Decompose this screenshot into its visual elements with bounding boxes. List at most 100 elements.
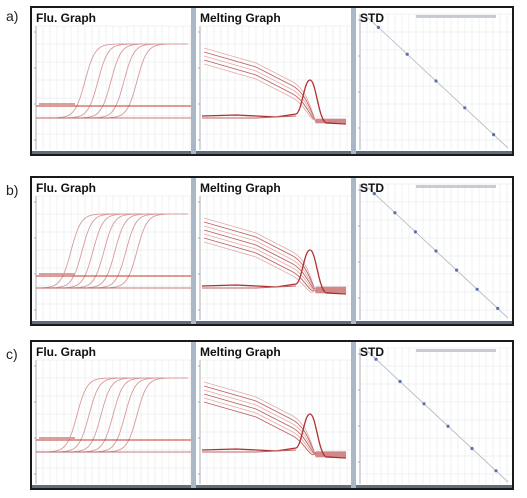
amplification-curve — [36, 213, 188, 289]
amplification-curve — [36, 43, 188, 119]
flu-graph-plot — [34, 195, 191, 320]
melt-curve — [203, 225, 346, 292]
threshold-label — [39, 273, 75, 275]
std-panel: STD — [356, 342, 512, 488]
flu-graph-panel: Flu. Graph — [32, 178, 191, 324]
std-plot — [358, 183, 512, 320]
axis-bar — [196, 151, 351, 154]
standard-point — [405, 52, 409, 56]
axis-bar — [356, 485, 512, 488]
standard-point — [376, 25, 380, 29]
flu-graph-plot — [34, 25, 191, 150]
melt-curve — [203, 59, 346, 121]
figure-row-c: Flu. Graph Melting Graph STD — [30, 340, 514, 490]
amplification-curve — [36, 213, 188, 289]
panel-title: Flu. Graph — [36, 181, 96, 195]
amplification-curve — [36, 43, 188, 119]
std-panel: STD — [356, 178, 512, 324]
panel-title: STD — [360, 345, 384, 359]
panel-separator — [191, 8, 196, 154]
panel-separator — [351, 342, 356, 488]
melting-graph-panel: Melting Graph — [196, 342, 351, 488]
panel-title: STD — [360, 181, 384, 195]
melt-curve — [203, 393, 346, 455]
melting-graph-plot — [198, 195, 351, 320]
standard-point — [434, 79, 438, 83]
standard-point — [422, 402, 426, 406]
melt-baseline-curve — [202, 115, 297, 119]
equation-label — [416, 349, 496, 352]
standard-point — [470, 446, 474, 451]
panel-separator — [351, 8, 356, 154]
axis-bar — [196, 485, 351, 488]
melting-graph-plot — [198, 359, 351, 484]
standard-point — [494, 469, 498, 473]
row-label-b: b) — [6, 182, 19, 198]
amplification-curve — [36, 377, 188, 453]
melt-derivative-curve — [201, 249, 347, 295]
melt-curve — [203, 217, 346, 294]
equation-label — [416, 15, 496, 18]
standard-point — [374, 357, 378, 361]
axis-bar — [196, 321, 351, 324]
amplification-curve — [36, 213, 188, 289]
row-label-c: c) — [6, 346, 18, 362]
panel-separator — [351, 178, 356, 324]
amplification-curve — [36, 213, 188, 289]
axis-bar — [32, 321, 191, 324]
panel-title: Melting Graph — [200, 345, 281, 359]
axis-bar — [32, 151, 191, 154]
melting-graph-panel: Melting Graph — [196, 8, 351, 154]
melt-curve — [203, 63, 346, 121]
standard-point — [455, 268, 459, 272]
equation-label — [416, 185, 496, 188]
axis-bar — [356, 151, 512, 154]
figure-row-a: Flu. Graph Melting Graph STD — [30, 6, 514, 156]
std-plot — [358, 347, 512, 484]
standard-point — [372, 192, 376, 196]
amplification-curve — [36, 43, 188, 119]
melt-derivative-curve — [201, 79, 347, 125]
melting-graph-panel: Melting Graph — [196, 178, 351, 324]
standard-fit-line — [363, 347, 509, 483]
melt-curve — [203, 241, 346, 293]
panel-title: Melting Graph — [200, 181, 281, 195]
amplification-curve — [36, 213, 188, 289]
standard-point — [446, 424, 450, 428]
row-label-a: a) — [6, 8, 19, 24]
amplification-curve — [36, 377, 188, 453]
melting-graph-plot — [198, 25, 351, 150]
melt-curve — [203, 237, 346, 291]
figure-row-b: Flu. Graph Melting Graph STD — [30, 176, 514, 326]
melt-curve — [203, 401, 346, 455]
standard-point — [413, 230, 417, 234]
amplification-curve — [36, 213, 188, 289]
axis-bar — [32, 485, 191, 488]
melt-derivative-curve — [201, 413, 347, 459]
std-plot — [358, 13, 512, 150]
standard-point — [496, 306, 500, 310]
panel-title: Melting Graph — [200, 11, 281, 25]
flu-graph-panel: Flu. Graph — [32, 342, 191, 488]
panel-separator — [191, 178, 196, 324]
threshold-label — [39, 103, 75, 105]
melt-baseline-curve — [202, 449, 297, 453]
amplification-curve — [36, 377, 188, 453]
flu-graph-panel: Flu. Graph — [32, 8, 191, 154]
standard-point — [398, 379, 402, 384]
threshold-label — [39, 437, 75, 439]
melt-baseline-curve — [202, 285, 297, 289]
panel-title: Flu. Graph — [36, 345, 96, 359]
standard-point — [434, 249, 438, 253]
amplification-curve — [36, 43, 188, 119]
panel-title: Flu. Graph — [36, 11, 96, 25]
standard-point — [463, 106, 467, 110]
melt-curve — [203, 381, 346, 458]
standard-point — [475, 287, 479, 291]
amplification-curve — [36, 43, 188, 119]
melt-curve — [203, 389, 346, 456]
standard-point — [393, 211, 397, 215]
amplification-curve — [36, 377, 188, 453]
melt-curve — [203, 55, 346, 122]
melt-curve — [203, 229, 346, 291]
